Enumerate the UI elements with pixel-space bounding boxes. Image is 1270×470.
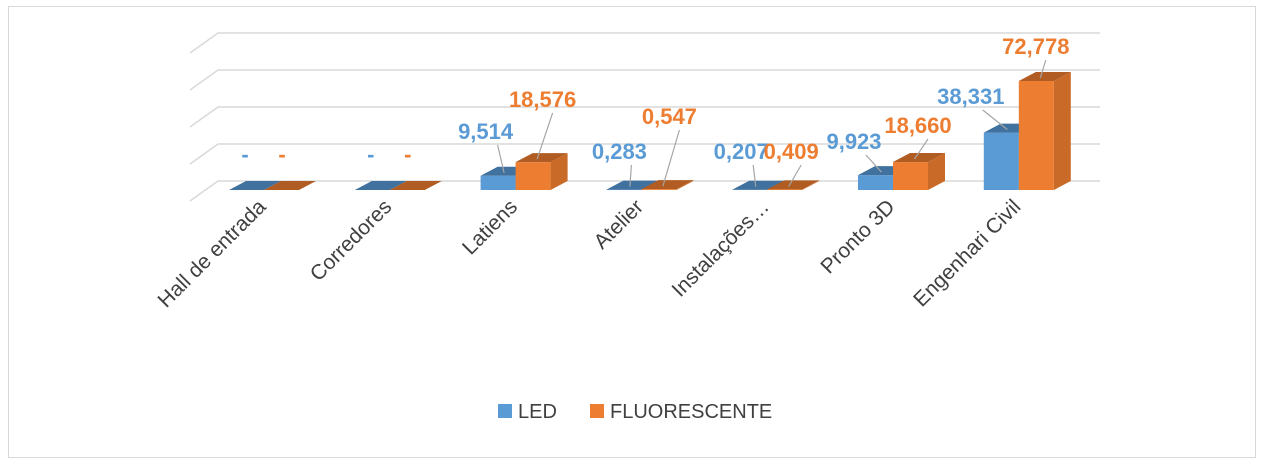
bar-fluorescente-latiens [515, 153, 568, 190]
bar-top [767, 180, 820, 190]
bar-front [515, 162, 551, 190]
data-label-fluorescente-latiens: 18,576 [509, 87, 576, 112]
bar-side [676, 180, 694, 190]
leader-line [982, 109, 1008, 131]
bar-top [1018, 72, 1071, 81]
leader-line [752, 164, 757, 187]
bar-side [802, 180, 820, 190]
gridline-side [189, 32, 219, 54]
x-tick-label-latiens: Latiens [458, 195, 522, 259]
data-label-led-latiens: 9,514 [458, 119, 514, 144]
legend: LED FLUORESCENTE [498, 401, 772, 423]
label-leaders [497, 59, 1047, 187]
bar-front [480, 175, 516, 190]
bar-fluorescente-atelier [641, 180, 694, 190]
bar-front [1018, 81, 1054, 190]
legend-swatch-led [498, 404, 512, 418]
leader-line [662, 129, 680, 187]
bar-led-corredores [354, 181, 407, 190]
leader-line [865, 154, 882, 173]
data-label-fluorescente-engenhari-civil: 72,778 [1002, 34, 1069, 59]
x-tick-label-instalacoes: Instalações… [668, 195, 774, 301]
leader-line [788, 164, 802, 187]
data-label-led-instalacoes: 0,207 [714, 139, 769, 164]
leader-line [1039, 59, 1047, 79]
data-label-led-corredores: - [367, 142, 374, 167]
bar-top [354, 181, 407, 190]
gridline-side [189, 143, 219, 165]
bar-led-hall-de-entrada [229, 181, 281, 190]
bar-top [389, 181, 442, 190]
legend-swatch-fluorescente [590, 404, 604, 418]
data-label-led-engenhari-civil: 38,331 [937, 84, 1004, 109]
data-label-fluorescente-hall-de-entrada: - [278, 142, 285, 167]
leader-line [629, 164, 632, 187]
gridline-side [189, 106, 219, 128]
x-tick-label-atelier: Atelier [590, 195, 648, 253]
data-label-fluorescente-atelier: 0,547 [642, 104, 697, 129]
bar-side [1053, 72, 1071, 190]
bar-front [893, 162, 928, 190]
bar-top [515, 153, 568, 163]
gridlines [189, 32, 1100, 202]
gridline-side [189, 69, 219, 91]
bar-fluorescente-instalacoes [767, 180, 820, 190]
bar-front [858, 175, 893, 190]
bar-front [767, 189, 803, 190]
x-tick-label-hall-de-entrada: Hall de entrada [154, 195, 271, 312]
leader-line [914, 138, 929, 160]
data-label-led-pronto-3d: 9,923 [826, 129, 881, 154]
legend-label-fluorescente: FLUORESCENTE [610, 401, 772, 423]
leader-line [536, 112, 554, 160]
data-label-fluorescente-corredores: - [404, 142, 411, 167]
bar-front [641, 189, 677, 190]
x-axis-labels: Hall de entrada Corredores Latiens Atelier I… [154, 195, 1026, 312]
leader-line [497, 144, 505, 173]
data-label-led-atelier: 0,283 [592, 139, 647, 164]
gridline-side [189, 180, 219, 202]
bar-side [550, 153, 568, 190]
bars [229, 72, 1071, 190]
bar-top [264, 181, 316, 190]
bar-fluorescente-corredores [389, 181, 442, 190]
bar-fluorescente-pronto-3d [893, 153, 945, 190]
bar-top [229, 181, 281, 190]
legend-label-led: LED [518, 401, 557, 423]
data-label-fluorescente-pronto-3d: 18,660 [884, 113, 951, 138]
x-tick-label-corredores: Corredores [306, 195, 397, 286]
bar-fluorescente-engenhari-civil [1018, 72, 1071, 190]
data-label-led-hall-de-entrada: - [241, 142, 248, 167]
data-label-fluorescente-instalacoes: 0,409 [764, 139, 819, 164]
x-tick-label-engenhari-civil: Engenhari Civil [909, 195, 1025, 311]
x-tick-label-pronto-3d: Pronto 3D [816, 195, 899, 278]
bar-top [893, 153, 945, 163]
bar-side [928, 153, 945, 190]
bar-fluorescente-hall-de-entrada [264, 181, 316, 190]
bar-top [641, 180, 694, 190]
bar-front [983, 132, 1019, 190]
